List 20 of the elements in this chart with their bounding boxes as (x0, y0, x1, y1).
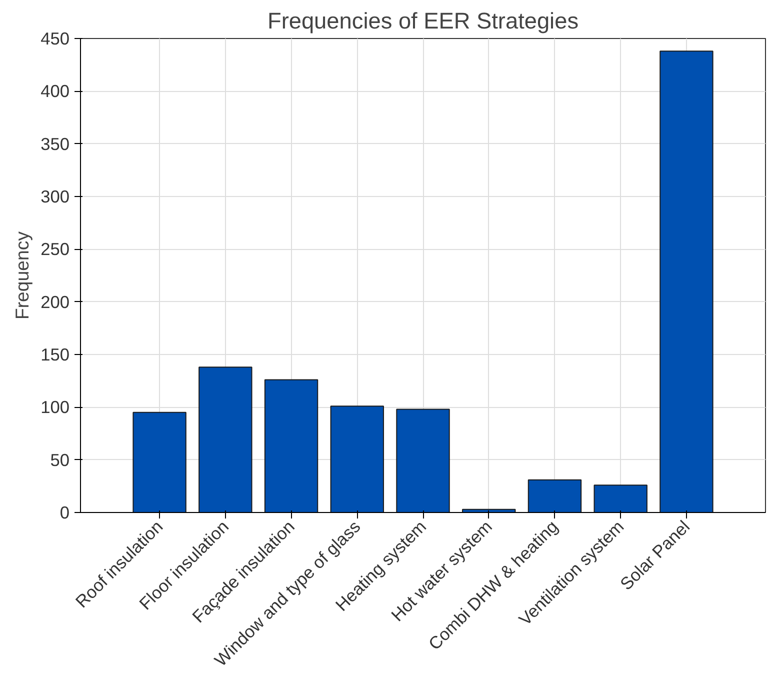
bar (594, 484, 648, 512)
y-tick-label: 350 (40, 134, 70, 154)
y-tick-label: 100 (40, 397, 70, 418)
bar (198, 366, 252, 512)
y-tick-label: 50 (50, 450, 70, 470)
bar (264, 379, 318, 512)
y-tick-label: 400 (40, 81, 70, 102)
y-tick-label: 250 (40, 239, 70, 260)
bar (660, 50, 714, 512)
y-tick-label: 300 (40, 186, 70, 206)
y-axis-title: Frequency (12, 230, 33, 320)
y-tick-label: 150 (40, 344, 70, 364)
y-tick-label: 450 (40, 28, 70, 48)
y-tick-label: 0 (60, 502, 70, 522)
bar (396, 408, 450, 512)
bar (528, 479, 582, 512)
chart-title: Frequencies of EER Strategies (267, 8, 579, 34)
bar (330, 406, 384, 512)
bar (132, 412, 186, 512)
y-tick-label: 200 (40, 292, 70, 312)
